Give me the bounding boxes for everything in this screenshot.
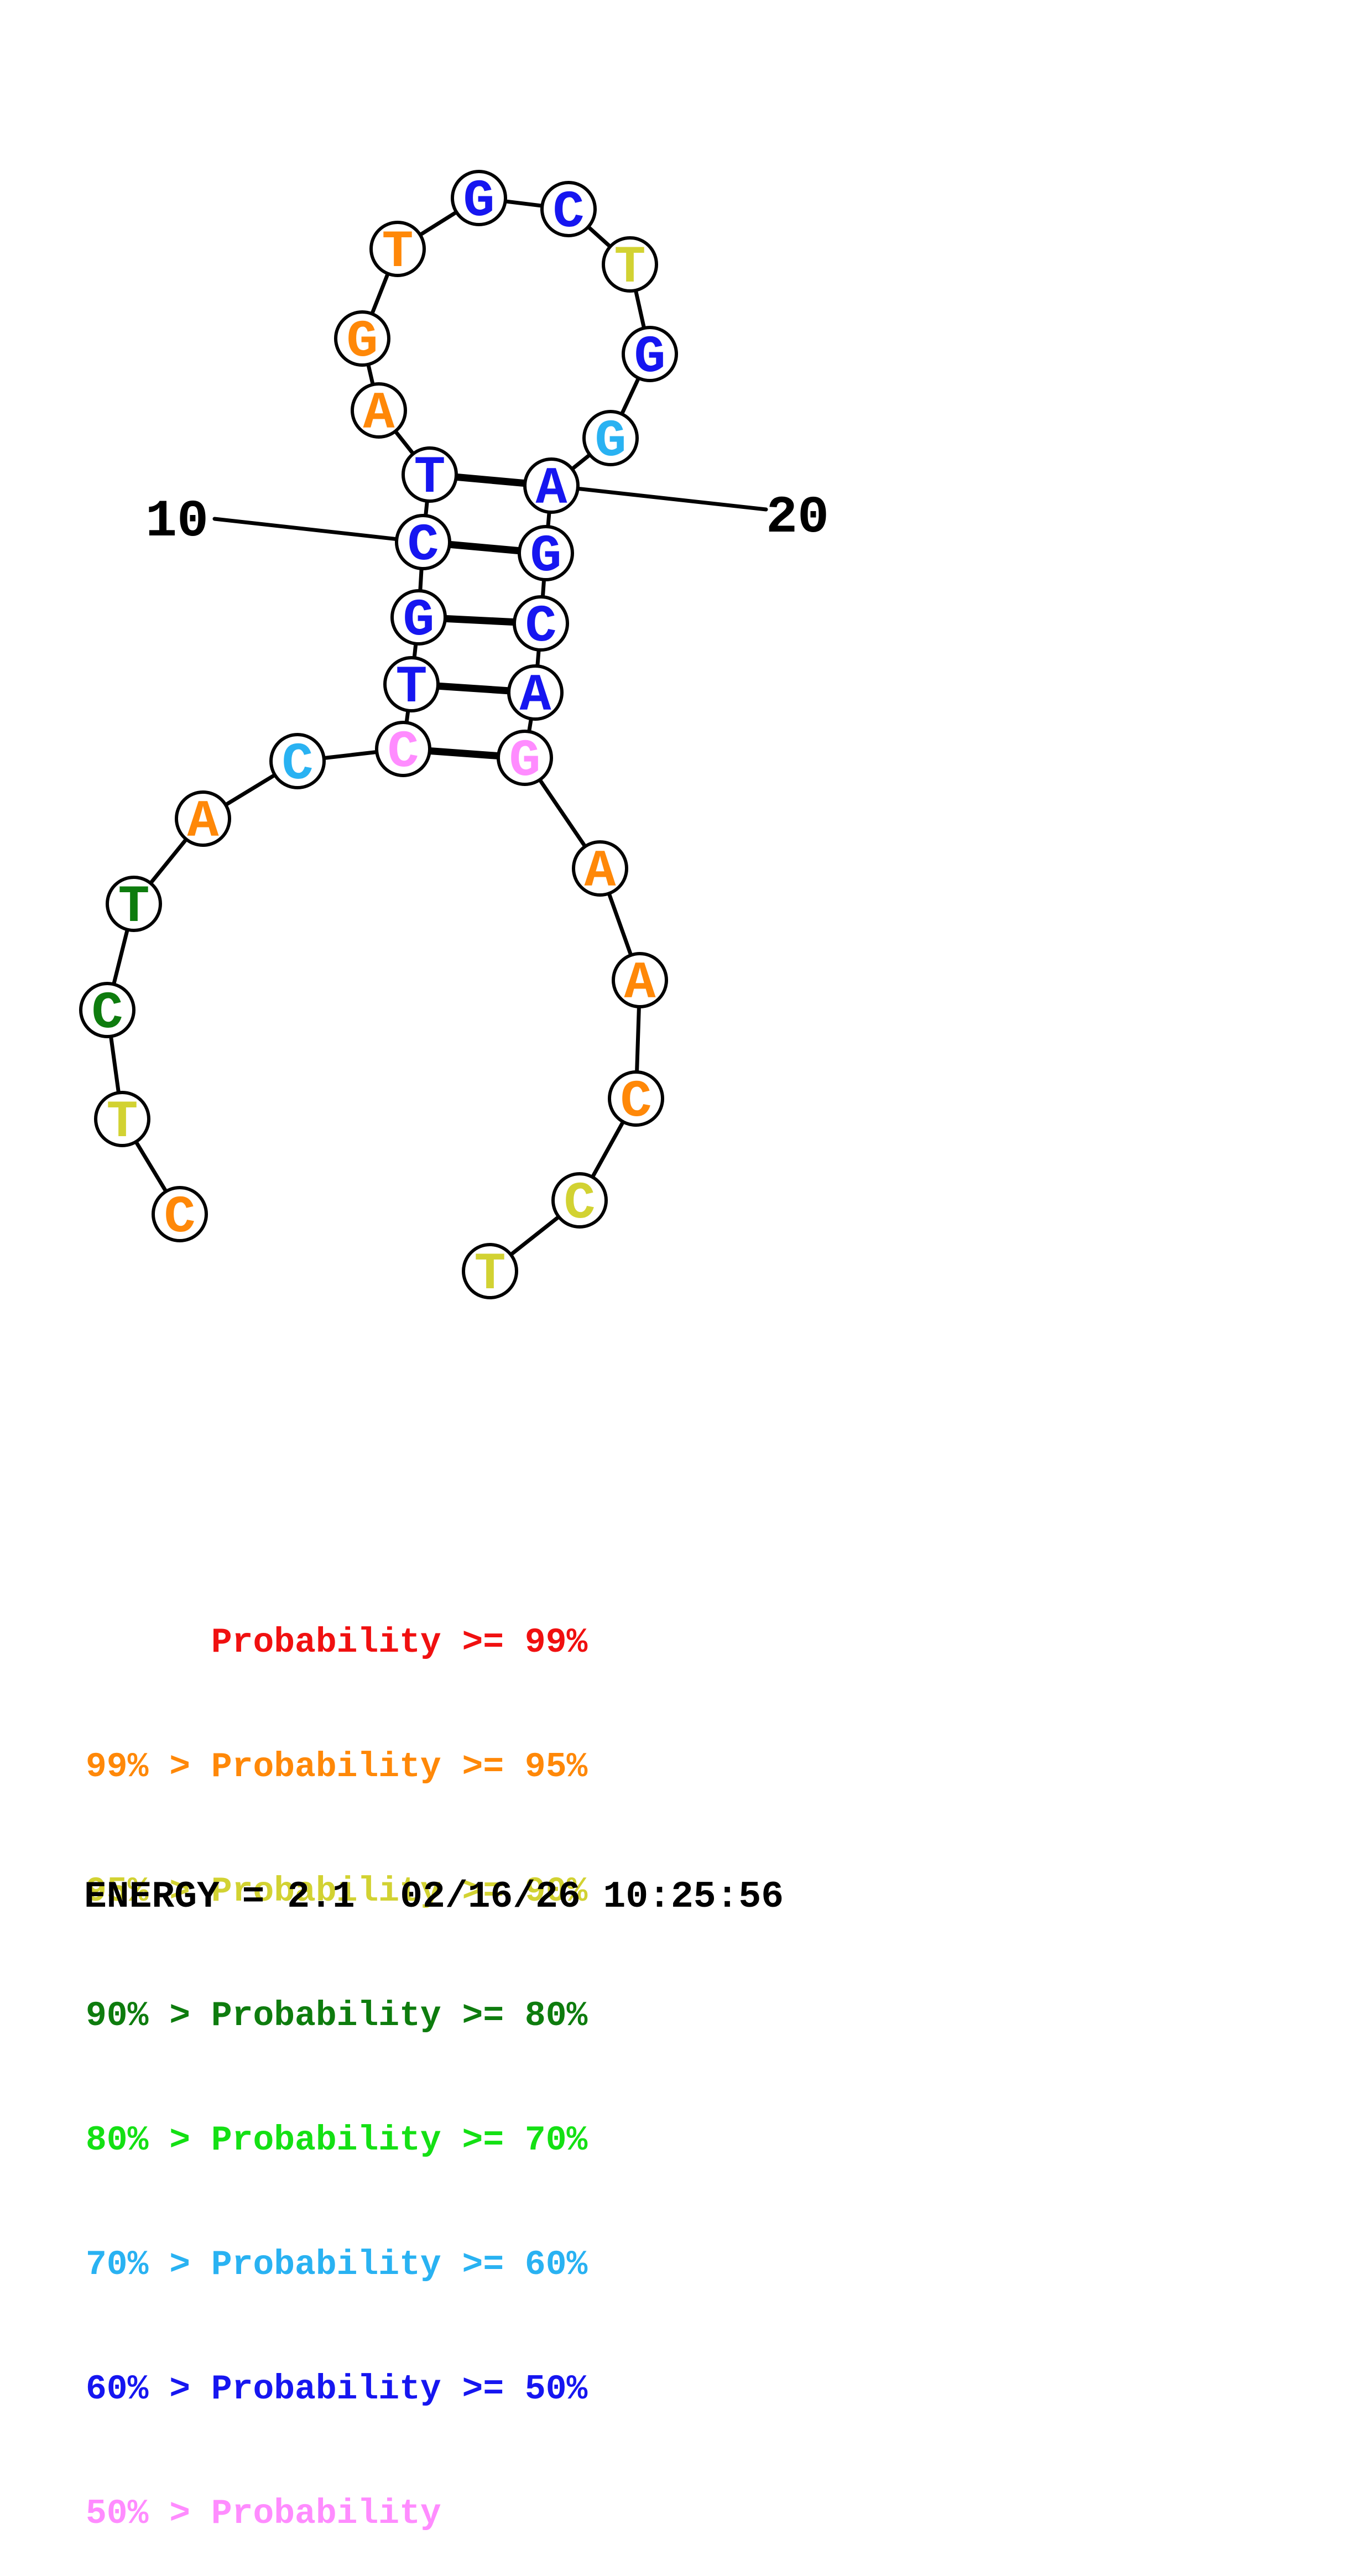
nucleotide-base: T (614, 238, 645, 298)
legend-row: 95% > Probability >= 90% (86, 1872, 588, 1911)
nucleotide-base: G (463, 171, 494, 231)
position-label-line-20 (549, 483, 768, 512)
nucleotide-base: T (382, 222, 413, 282)
nucleotide-base: C (91, 983, 123, 1043)
nucleotide-circle (375, 721, 431, 777)
nucleotide-circle (383, 656, 440, 712)
nucleotide-base: C (387, 722, 419, 782)
nucleotide-circle (390, 589, 447, 646)
nucleotide-base: C (282, 735, 313, 794)
legend-row: 90% > Probability >= 80% (86, 1996, 588, 2036)
nucleotide-circle (523, 457, 580, 514)
nucleotide-circle (608, 1070, 664, 1127)
nucleotide-base: G (509, 731, 540, 791)
nucleotide-base: C (407, 516, 439, 575)
legend-row: 70% > Probability >= 60% (86, 2245, 588, 2284)
nucleotide-base: G (346, 312, 378, 372)
nucleotide-base: A (535, 459, 567, 519)
nucleotide-circle (622, 326, 678, 382)
nucleotide-circle (269, 733, 326, 789)
position-label-line-10 (212, 517, 425, 544)
nucleotide-base: C (552, 183, 584, 242)
nucleotide-circle (334, 310, 390, 367)
nucleotide-circle (540, 181, 597, 237)
nucleotide-circle (152, 1186, 208, 1242)
nucleotide-circle (462, 1243, 518, 1299)
nucleotide-base: A (363, 384, 395, 444)
nucleotide-circle (369, 221, 426, 277)
legend-row: 80% > Probability >= 70% (86, 2121, 588, 2160)
legend-row: 99% > Probability >= 95% (86, 1747, 588, 1787)
mfold-structure-plot-page: { "palette": { "p_ge99": "#f01010", "p_9… (79, 170, 830, 2533)
nucleotide-base: A (624, 954, 656, 1013)
probability-legend: Probability >= 99% 99% > Probability >= … (86, 1539, 587, 2576)
position-label-20: 20 (766, 488, 829, 548)
nucleotide-base: T (395, 658, 427, 717)
nucleotide-circle (518, 525, 574, 581)
nucleotide-circle (402, 446, 458, 503)
legend-row: 60% > Probability >= 50% (86, 2370, 588, 2409)
nucleotide-circle (175, 790, 231, 847)
nucleotide-base: G (530, 527, 561, 586)
nucleotide-circle (497, 730, 553, 786)
legend-row: Probability >= 99% (211, 1623, 588, 1662)
nucleotide-base: A (187, 792, 219, 852)
nucleotide-base: G (595, 412, 626, 471)
nucleotide-base: C (620, 1072, 651, 1132)
nucleotide-base: C (164, 1188, 195, 1247)
nucleotide-base: T (414, 448, 445, 508)
nucleotide-base: C (525, 597, 556, 657)
nucleotide-base: A (584, 842, 616, 902)
energy-footer: ENERGY = 2.1 02/16/26 10:25:56 (84, 1876, 784, 1918)
nucleotide-base: T (118, 877, 149, 937)
legend-row: 50% > Probability (86, 2494, 441, 2533)
nucleotide-circle (507, 664, 564, 721)
nucleotide-circle (602, 236, 658, 293)
nucleotide-base: G (634, 327, 665, 387)
nucleotide-circle (582, 410, 639, 466)
nucleotide-circle (395, 514, 451, 570)
nucleotide-circle (612, 952, 668, 1008)
nucleotide-base: G (403, 591, 434, 650)
nucleotide-base: A (519, 666, 551, 726)
nucleotide-base: T (474, 1245, 505, 1304)
nucleotide-base: T (106, 1092, 138, 1152)
nucleotide-circle (79, 982, 135, 1038)
nucleotide-circle (551, 1172, 608, 1229)
nucleotide-circle (351, 382, 407, 439)
position-label-10: 10 (145, 492, 208, 551)
nucleotide-circle (94, 1091, 150, 1147)
nucleotide-base: C (564, 1174, 595, 1234)
nucleotide-circle (451, 170, 507, 226)
nucleotide-circle (106, 876, 162, 932)
nucleotide-circle (513, 595, 569, 652)
nucleotide-circle (572, 840, 628, 897)
